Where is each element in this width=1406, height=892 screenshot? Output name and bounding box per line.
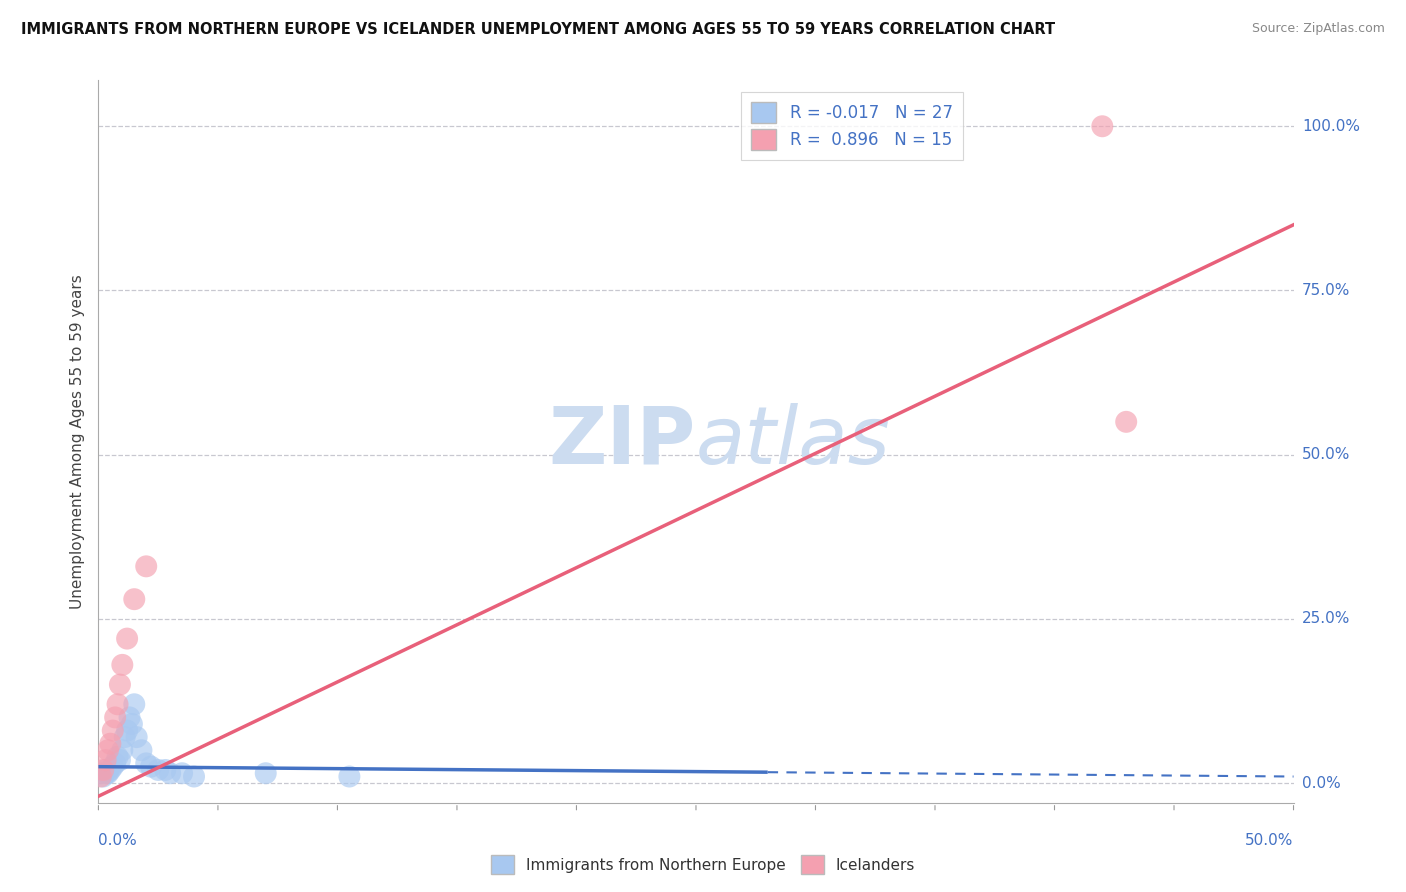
Point — [94, 763, 117, 777]
Point — [1091, 120, 1114, 134]
Point — [107, 698, 129, 712]
Point — [111, 743, 134, 757]
Point — [121, 717, 143, 731]
Point — [108, 753, 131, 767]
Point — [124, 698, 146, 712]
Text: 25.0%: 25.0% — [1302, 611, 1350, 626]
Text: IMMIGRANTS FROM NORTHERN EUROPE VS ICELANDER UNEMPLOYMENT AMONG AGES 55 TO 59 YE: IMMIGRANTS FROM NORTHERN EUROPE VS ICELA… — [21, 22, 1056, 37]
Point — [339, 770, 361, 784]
Text: 100.0%: 100.0% — [1302, 119, 1360, 134]
Point — [91, 763, 114, 777]
Point — [101, 760, 124, 774]
Point — [101, 723, 124, 738]
Y-axis label: Unemployment Among Ages 55 to 59 years: Unemployment Among Ages 55 to 59 years — [69, 274, 84, 609]
Point — [135, 559, 157, 574]
Text: 0.0%: 0.0% — [1302, 776, 1340, 790]
Point — [1115, 415, 1137, 429]
Point — [148, 763, 170, 777]
Point — [90, 766, 112, 780]
Point — [183, 770, 205, 784]
Point — [254, 766, 277, 780]
Point — [98, 763, 122, 777]
Point — [125, 730, 148, 744]
Text: atlas: atlas — [696, 402, 891, 481]
Point — [97, 766, 120, 780]
Text: ZIP: ZIP — [548, 402, 696, 481]
Point — [107, 749, 129, 764]
Point — [98, 737, 122, 751]
Text: 50.0%: 50.0% — [1302, 447, 1350, 462]
Point — [104, 710, 127, 724]
Point — [94, 753, 117, 767]
Legend: Immigrants from Northern Europe, Icelanders: Immigrants from Northern Europe, Iceland… — [485, 849, 921, 880]
Point — [97, 743, 120, 757]
Point — [135, 756, 157, 771]
Point — [104, 756, 127, 771]
Point — [96, 766, 118, 780]
Point — [91, 770, 114, 784]
Point — [172, 766, 194, 780]
Point — [155, 763, 177, 777]
Point — [108, 677, 131, 691]
Legend: R = -0.017   N = 27, R =  0.896   N = 15: R = -0.017 N = 27, R = 0.896 N = 15 — [741, 92, 963, 160]
Point — [139, 760, 162, 774]
Point — [111, 657, 134, 672]
Text: 0.0%: 0.0% — [98, 833, 138, 848]
Point — [159, 766, 181, 780]
Point — [124, 592, 146, 607]
Point — [115, 632, 138, 646]
Text: 75.0%: 75.0% — [1302, 283, 1350, 298]
Point — [118, 710, 141, 724]
Point — [114, 730, 136, 744]
Text: Source: ZipAtlas.com: Source: ZipAtlas.com — [1251, 22, 1385, 36]
Text: 50.0%: 50.0% — [1246, 833, 1294, 848]
Point — [115, 723, 138, 738]
Point — [90, 770, 112, 784]
Point — [131, 743, 153, 757]
